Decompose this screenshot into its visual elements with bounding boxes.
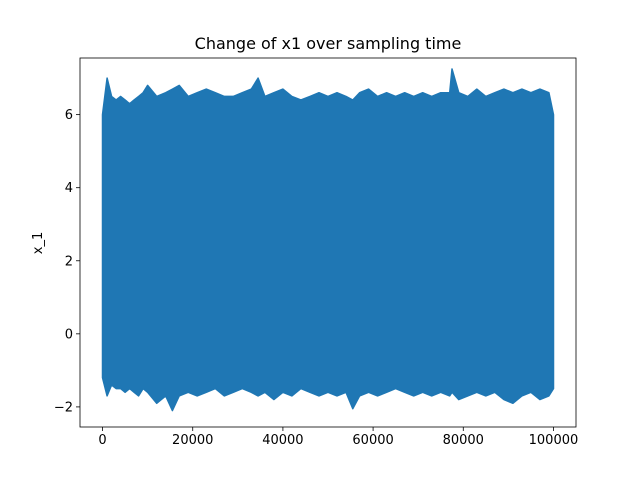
y-tick-label: 4 <box>65 181 73 196</box>
x-tick-label: 60000 <box>352 433 393 448</box>
axes-frame <box>79 57 577 428</box>
x-tick-label: 40000 <box>262 433 303 448</box>
y-tick-label: 0 <box>65 327 73 342</box>
y-tick-label: 6 <box>65 108 73 123</box>
x-tick-label: 20000 <box>172 433 213 448</box>
y-axis-label: x_1 <box>31 232 46 254</box>
y-tick-label: 2 <box>65 254 73 269</box>
x-tick-label: 100000 <box>529 433 579 448</box>
x-tick-label: 80000 <box>443 433 484 448</box>
x-tick-label: 0 <box>98 433 106 448</box>
plot-area: 0 20000 40000 60000 80000 100000 −2 0 2 4 6 <box>54 57 579 448</box>
y-tick-label: −2 <box>54 400 73 415</box>
series-line-0 <box>101 68 555 412</box>
chart-title: Change of x1 over sampling time <box>195 34 462 53</box>
